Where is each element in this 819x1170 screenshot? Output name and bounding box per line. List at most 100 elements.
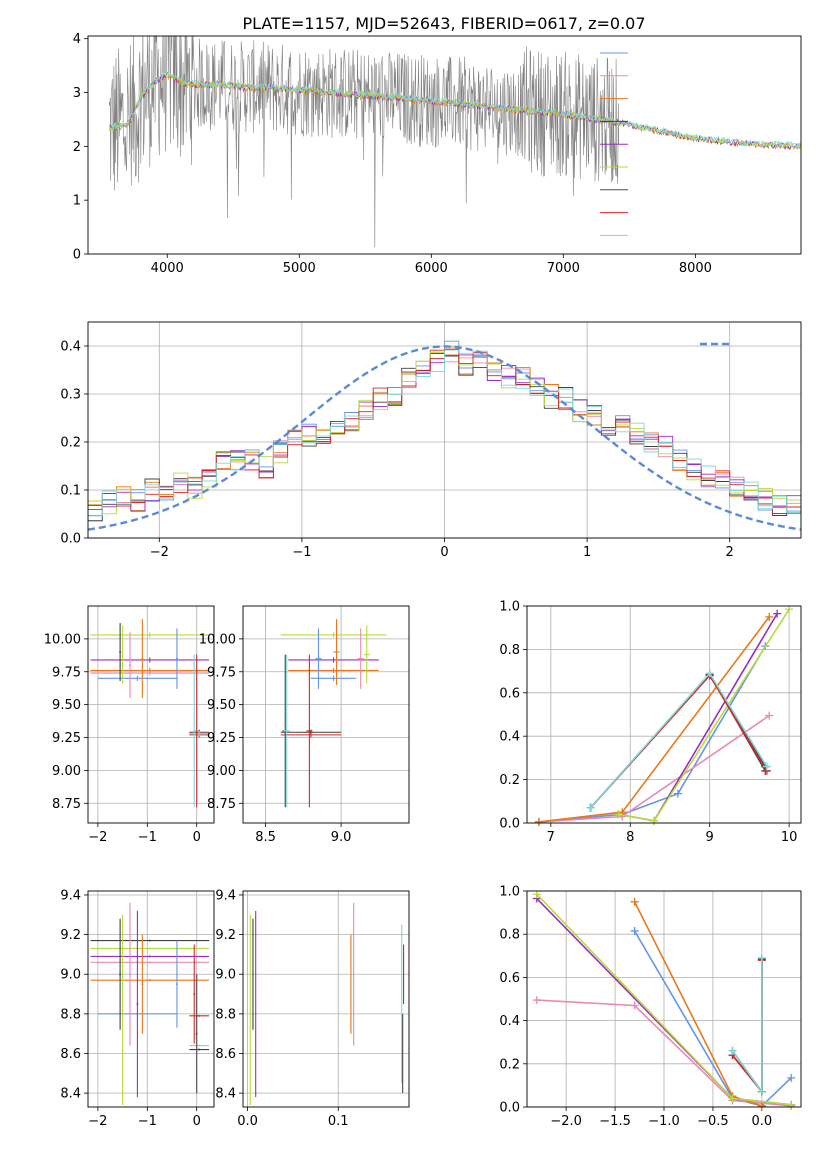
y-tick-label: 0.8 (499, 643, 520, 658)
x-tick-label: 4000 (151, 261, 184, 276)
plus-marker (765, 711, 774, 720)
plus-marker (534, 817, 543, 826)
y-tick-label: 10.00 (199, 632, 236, 647)
plus-marker (532, 996, 541, 1005)
x-tick-label: 0.0 (237, 1114, 258, 1129)
plus-marker (765, 612, 774, 621)
figure-title: PLATE=1157, MJD=52643, FIBERID=0617, z=0… (242, 14, 645, 33)
y-tick-label: 9.4 (215, 888, 236, 903)
y-tick-label: 9.00 (52, 764, 81, 779)
mass-weight-series-line (538, 645, 766, 823)
x-tick-label: 1 (583, 545, 591, 560)
x-tick-label: 10 (781, 830, 798, 845)
plus-marker (787, 1073, 796, 1082)
spectrum-legend (600, 52, 628, 236)
y-tick-label: 8.75 (52, 797, 81, 812)
axes-frame (526, 890, 802, 1108)
y-tick-label: 0.0 (499, 817, 520, 832)
y-tick-label: 9.50 (52, 698, 81, 713)
x-tick-label: 6000 (415, 261, 448, 276)
axes-frame (526, 605, 802, 824)
y-tick-label: 0.0 (60, 532, 81, 547)
x-tick-label: −2.0 (550, 1114, 582, 1129)
y-tick-label: 8.6 (215, 1047, 236, 1062)
y-tick-label: 8.4 (60, 1087, 81, 1102)
plus-marker (532, 890, 541, 899)
x-tick-label: 8000 (679, 261, 712, 276)
x-tick-label: 8.5 (255, 830, 276, 845)
y-tick-label: 1.0 (499, 600, 520, 615)
x-tick-label: −2 (150, 545, 169, 560)
x-tick-label: 0 (193, 1114, 201, 1129)
axes-frame (242, 605, 410, 824)
x-tick-label: 7000 (547, 261, 580, 276)
y-tick-label: 0.4 (499, 730, 520, 745)
plus-marker (705, 669, 714, 678)
axes-frame (87, 321, 802, 539)
y-tick-label: 9.25 (207, 731, 236, 746)
y-tick-label: 8.75 (207, 797, 236, 812)
x-tick-label: 5000 (283, 261, 316, 276)
y-tick-label: 0.3 (60, 388, 81, 403)
y-tick-label: 9.0 (215, 968, 236, 983)
y-tick-label: 8.4 (215, 1087, 236, 1102)
plus-marker (785, 605, 794, 614)
plus-marker (757, 953, 766, 962)
y-tick-label: 3 (73, 86, 81, 101)
y-tick-label: 1 (73, 194, 81, 209)
y-tick-label: 0.0 (499, 1101, 520, 1116)
plus-marker (673, 789, 682, 798)
y-tick-label: 8.8 (215, 1007, 236, 1022)
plus-marker (762, 762, 771, 771)
x-tick-label: −2 (88, 830, 107, 845)
age-vs-metallicity-panel: −2 −1 0 8.75 9.00 9.25 9.50 9.75 10.00 (44, 605, 215, 845)
y-tick-label: 0.2 (499, 773, 520, 788)
y-tick-label: 9.75 (207, 665, 236, 680)
y-tick-label: 2 (73, 140, 81, 155)
y-tick-label: 9.0 (60, 968, 81, 983)
normal-distribution-curve (88, 345, 801, 531)
y-tick-label: 9.25 (52, 731, 81, 746)
plus-marker (787, 1100, 796, 1109)
observed-spectrum-line (108, 36, 620, 248)
y-tick-label: 9.75 (52, 665, 81, 680)
y-tick-label: 0.8 (499, 928, 520, 943)
x-tick-label: 9.0 (331, 830, 352, 845)
x-tick-label: −0.5 (697, 1114, 729, 1129)
axes-frame (87, 35, 802, 255)
plus-marker (650, 816, 659, 825)
y-tick-label: 9.50 (207, 698, 236, 713)
mass-weight-vs-age-panel: 7 8 9 10 0.0 0.2 0.4 0.6 0.8 1.0 (499, 600, 802, 845)
plus-marker (614, 810, 623, 819)
age-vs-mass-panel: 8.5 9.0 8.75 9.00 9.25 9.50 9.75 10.00 (199, 605, 410, 845)
x-tick-label: −2 (88, 1114, 107, 1129)
mass-vs-metallicity-panel: −2 −1 0 8.4 8.6 8.8 9.0 9.2 9.4 (60, 888, 215, 1129)
axes-frame (87, 890, 215, 1108)
y-tick-label: 9.2 (60, 928, 81, 943)
residual-histogram-line (88, 349, 801, 523)
y-tick-label: 9.00 (207, 764, 236, 779)
y-tick-label: 4 (73, 32, 81, 47)
plus-marker (630, 897, 639, 906)
y-tick-label: 0.6 (499, 686, 520, 701)
x-tick-label: −1.5 (599, 1114, 631, 1129)
mass-weight-vs-metallicity-panel: −2.0 −1.5 −1.0 −0.5 0.0 0.0 0.2 0.4 0.6 0.8 1.0 (499, 885, 802, 1129)
y-tick-label: 0.4 (60, 340, 81, 355)
plus-marker (757, 1101, 766, 1110)
plus-marker (773, 609, 782, 618)
plus-marker (586, 803, 595, 812)
plus-marker (630, 1001, 639, 1010)
x-tick-label: 0 (440, 545, 448, 560)
x-tick-label: −1 (292, 545, 311, 560)
x-tick-label: −1 (138, 1114, 157, 1129)
x-tick-label: 7 (547, 830, 555, 845)
y-tick-label: 1.0 (499, 885, 520, 900)
x-tick-label: 0.0 (752, 1114, 773, 1129)
residual-distribution-panel: −2 −1 0 1 2 0.0 0.1 0.2 0.3 0.4 (60, 321, 802, 560)
y-tick-label: 0.1 (60, 484, 81, 499)
mass-vs-extinction-panel: 0.0 0.1 8.4 8.6 8.8 9.0 9.2 9.4 (215, 888, 410, 1129)
y-tick-label: 0.2 (60, 436, 81, 451)
plus-marker (728, 1094, 737, 1103)
axes-frame (87, 605, 215, 824)
